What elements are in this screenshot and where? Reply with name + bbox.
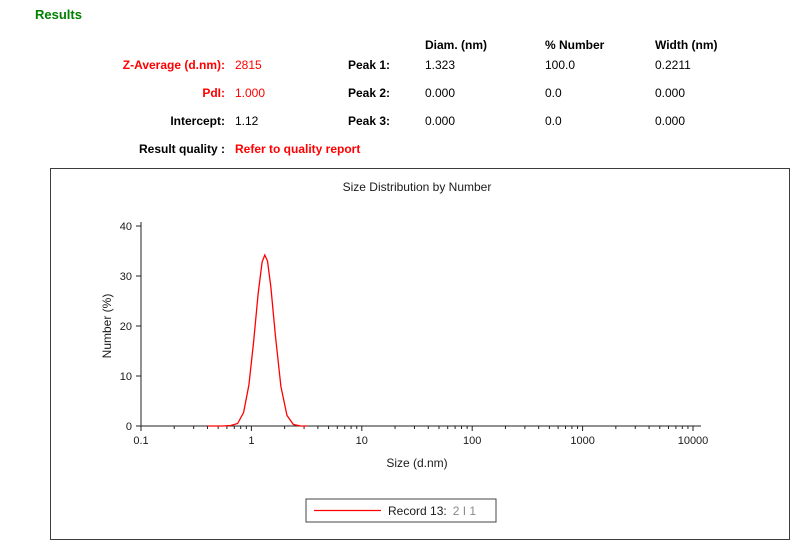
peak1-label: Peak 1: bbox=[347, 58, 390, 72]
svg-text:0.1: 0.1 bbox=[133, 435, 148, 447]
svg-text:40: 40 bbox=[120, 221, 132, 233]
chart-title: Size Distribution by Number bbox=[343, 180, 492, 194]
chart-panel: Size Distribution by Number Number (%) S… bbox=[50, 168, 790, 540]
svg-text:0: 0 bbox=[126, 421, 132, 433]
pdi-value: 1.000 bbox=[235, 86, 266, 100]
svg-text:20: 20 bbox=[120, 321, 132, 333]
legend: Record 13: 2 I 1 bbox=[305, 498, 497, 523]
svg-text:10000: 10000 bbox=[678, 435, 709, 447]
legend-record-label: Record 13: bbox=[388, 504, 447, 518]
peaks-col-diam: Diam. (nm) bbox=[425, 38, 488, 52]
svg-text:10: 10 bbox=[120, 371, 132, 383]
distribution-curve bbox=[207, 253, 308, 427]
svg-text:10: 10 bbox=[356, 435, 368, 447]
svg-text:30: 30 bbox=[120, 271, 132, 283]
peak2-diam: 0.000 bbox=[425, 86, 456, 100]
peak2-number: 0.0 bbox=[545, 86, 562, 100]
intercept-label: Intercept: bbox=[170, 114, 225, 128]
axis-ticks: 0 10 20 30 40 0.1 1 10 100 1000 10000 bbox=[120, 221, 709, 447]
peak1-width: 0.2211 bbox=[655, 58, 691, 72]
peak3-label: Peak 3: bbox=[347, 114, 390, 128]
z-average-value: 2815 bbox=[235, 58, 262, 72]
legend-entry: Record 13: 2 I 1 bbox=[388, 504, 476, 518]
peak1-diam: 1.323 bbox=[425, 58, 456, 72]
legend-record-detail: 2 I 1 bbox=[453, 504, 477, 518]
intercept-value: 1.12 bbox=[235, 114, 259, 128]
result-quality-label: Result quality : bbox=[138, 142, 225, 156]
svg-text:1000: 1000 bbox=[570, 435, 594, 447]
page-title: Results bbox=[35, 7, 82, 22]
z-average-label: Z-Average (d.nm): bbox=[122, 58, 225, 72]
peaks-col-number: % Number bbox=[545, 38, 605, 52]
peak3-width: 0.000 bbox=[655, 114, 686, 128]
peak2-label: Peak 2: bbox=[347, 86, 390, 100]
pdi-label: PdI: bbox=[202, 86, 225, 100]
size-distribution-chart: Size Distribution by Number Number (%) S… bbox=[100, 180, 709, 523]
legend-box bbox=[305, 498, 497, 523]
svg-text:100: 100 bbox=[463, 435, 481, 447]
svg-text:1: 1 bbox=[248, 435, 254, 447]
result-quality-value: Refer to quality report bbox=[235, 142, 361, 156]
peak1-number: 100.0 bbox=[545, 58, 576, 72]
peak2-width: 0.000 bbox=[655, 86, 686, 100]
peaks-col-width: Width (nm) bbox=[655, 38, 718, 52]
x-axis-label: Size (d.nm) bbox=[386, 456, 447, 470]
y-axis-label: Number (%) bbox=[100, 294, 114, 359]
peak3-diam: 0.000 bbox=[425, 114, 456, 128]
peak3-number: 0.0 bbox=[545, 114, 562, 128]
